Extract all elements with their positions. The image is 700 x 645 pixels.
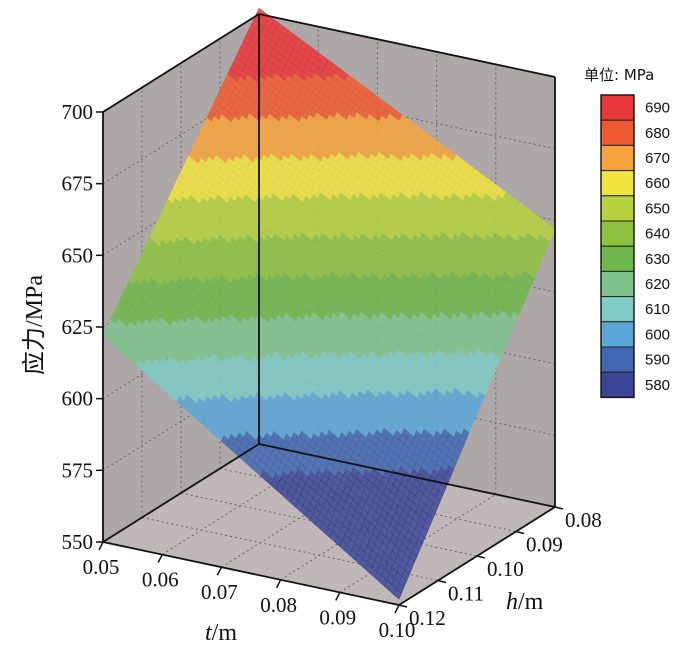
legend-swatch bbox=[600, 119, 635, 146]
h-tick-label: 0.12 bbox=[409, 606, 446, 630]
t-tick-label: 0.10 bbox=[379, 618, 416, 642]
legend-swatch bbox=[600, 296, 635, 323]
legend-swatch bbox=[600, 270, 635, 298]
h-axis-var: h bbox=[506, 589, 518, 615]
z-tick-label: 650 bbox=[62, 243, 94, 267]
h-tick-mark bbox=[515, 530, 525, 535]
h-tick-label: 0.09 bbox=[526, 533, 563, 557]
t-tick-mark bbox=[216, 566, 223, 576]
t-axis-unit: /m bbox=[212, 620, 238, 645]
legend-swatch bbox=[600, 195, 635, 222]
legend-label: 690 bbox=[645, 100, 670, 117]
stress-surface bbox=[102, 7, 556, 600]
t-axis-var: t bbox=[205, 620, 213, 645]
t-tick-label: 0.08 bbox=[260, 593, 297, 617]
t-tick-mark bbox=[98, 541, 104, 551]
h-axis-ticks: 0.080.090.100.110.12 bbox=[398, 506, 602, 630]
h-axis-title: h/m bbox=[506, 589, 544, 615]
box-edge bbox=[102, 13, 260, 113]
h-tick-mark bbox=[437, 579, 447, 584]
legend-swatch bbox=[600, 321, 635, 348]
z-tick-label: 600 bbox=[62, 387, 94, 411]
t-tick-label: 0.05 bbox=[83, 555, 120, 579]
z-tick-label: 625 bbox=[62, 315, 94, 339]
legend-swatch bbox=[600, 170, 635, 197]
z-tick-label: 575 bbox=[62, 458, 94, 482]
legend-swatch bbox=[600, 94, 635, 121]
legend-label: 640 bbox=[645, 226, 670, 243]
legend-label: 670 bbox=[645, 150, 670, 167]
z-tick-label: 675 bbox=[62, 172, 94, 196]
color-legend: 单位: MPa 690 680 670 660 650 640 630 620 610 600 59… bbox=[584, 66, 670, 399]
h-tick-mark bbox=[554, 506, 564, 510]
legend-swatch bbox=[600, 371, 635, 398]
t-tick-mark bbox=[157, 554, 163, 563]
legend-label: 680 bbox=[645, 125, 670, 142]
h-tick-label: 0.08 bbox=[565, 508, 602, 532]
t-tick-mark bbox=[335, 592, 341, 601]
h-tick-mark bbox=[476, 555, 486, 559]
z-axis-ticks: 550 575 600 625 650 675 700 bbox=[62, 100, 103, 554]
box-edge bbox=[102, 443, 260, 543]
z-tick-label: 550 bbox=[62, 530, 94, 554]
legend-swatch bbox=[600, 346, 635, 373]
t-tick-label: 0.07 bbox=[201, 580, 238, 604]
grid-z-line bbox=[102, 85, 556, 185]
z-tick-label: 700 bbox=[62, 100, 94, 124]
legend-label: 610 bbox=[645, 301, 670, 318]
h-tick-mark bbox=[398, 604, 408, 608]
axis-titles: 应力/MPa t/m h/m bbox=[21, 275, 544, 645]
box-edge bbox=[102, 541, 400, 606]
t-axis-ticks: 0.05 0.06 0.07 0.08 0.09 0.10 bbox=[83, 541, 416, 642]
legend-label: 600 bbox=[645, 326, 670, 343]
z-axis-title: 应力/MPa bbox=[21, 275, 48, 375]
box-edge bbox=[258, 443, 556, 508]
legend-label: 580 bbox=[645, 377, 670, 394]
legend-label: 650 bbox=[645, 200, 670, 217]
grid-t-floor bbox=[280, 481, 437, 581]
grid-h-floor bbox=[141, 517, 439, 581]
grid-t-floor bbox=[161, 456, 319, 556]
legend-label: 630 bbox=[645, 251, 670, 268]
grid-t-floor bbox=[221, 468, 378, 568]
legend-frame bbox=[600, 94, 635, 399]
h-axis-unit: /m bbox=[518, 589, 544, 615]
legend-label: 620 bbox=[645, 276, 670, 293]
legend-swatch bbox=[600, 220, 635, 247]
t-tick-mark bbox=[394, 604, 400, 614]
t-axis-title: t/m bbox=[205, 620, 237, 645]
legend-swatch bbox=[600, 144, 635, 172]
legend-label: 590 bbox=[645, 352, 670, 369]
h-tick-label: 0.11 bbox=[448, 582, 484, 606]
legend-label: 660 bbox=[645, 175, 670, 192]
box-edge bbox=[258, 13, 556, 78]
t-tick-mark bbox=[275, 579, 282, 589]
t-tick-label: 0.09 bbox=[319, 605, 356, 629]
grid-t-floor bbox=[339, 493, 497, 593]
legend-title: 单位: MPa bbox=[584, 66, 654, 84]
t-tick-label: 0.06 bbox=[142, 568, 179, 592]
h-tick-label: 0.10 bbox=[487, 557, 524, 581]
legend-swatch bbox=[600, 245, 635, 272]
